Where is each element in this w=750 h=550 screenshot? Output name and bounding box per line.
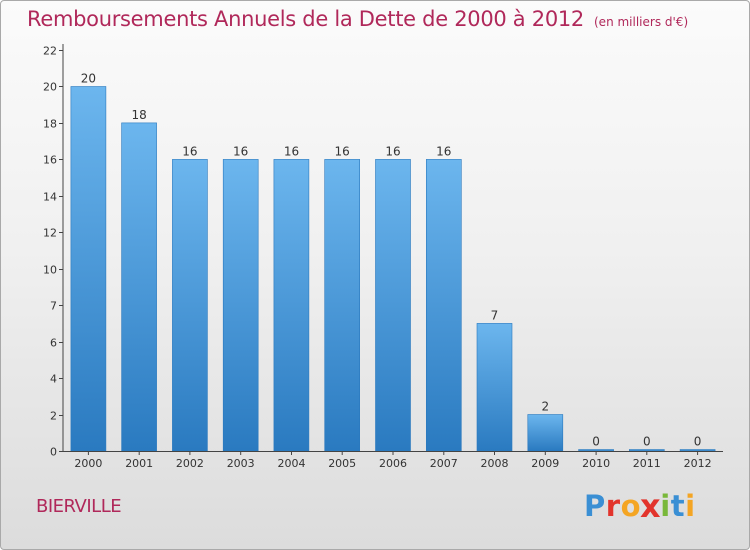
y-tick-label: 0	[50, 446, 57, 459]
y-tick-label: 10	[43, 264, 57, 277]
value-label-2000: 20	[81, 72, 96, 86]
bar-2004	[273, 159, 310, 452]
value-label-2002: 16	[182, 144, 197, 158]
x-tick-label-2003: 2003	[227, 457, 255, 470]
y-tick-label: 12	[43, 227, 57, 240]
value-label-2011: 0	[643, 435, 651, 449]
bar-2003	[222, 159, 259, 452]
y-tick-label: 16	[43, 154, 57, 167]
bar-2002	[172, 159, 208, 452]
y-axis: 0 2 4 6 7 10 12 14 16 18 20 22	[43, 44, 64, 459]
value-label-2012: 0	[694, 435, 702, 449]
value-label-2009: 2	[541, 400, 549, 414]
bar-2010	[578, 449, 614, 452]
x-tick-label-2008: 2008	[481, 457, 509, 470]
x-tick-label-2007: 2007	[430, 457, 458, 470]
x-axis: 2000 2001 2002 2003 2004 2005 2006 2007 2008 2009…	[63, 451, 723, 470]
value-label-2003: 16	[233, 144, 248, 158]
y-tick-label: 14	[43, 191, 57, 204]
bar-2008	[476, 323, 513, 452]
commune-name: BIERVILLE	[36, 496, 122, 517]
x-tick-label-2000: 2000	[74, 457, 102, 470]
value-label-2001: 18	[132, 108, 147, 122]
chart-unit-label: (en milliers d'€)	[594, 15, 689, 29]
y-tick-label: 22	[43, 45, 57, 58]
value-label-2010: 0	[592, 435, 600, 449]
x-tick-label-2001: 2001	[125, 457, 153, 470]
x-tick-label-2009: 2009	[531, 457, 559, 470]
x-tick-label-2012: 2012	[684, 457, 712, 470]
value-label-2005: 16	[335, 144, 350, 158]
x-tick-label-2011: 2011	[633, 457, 661, 470]
y-tick-label: 4	[50, 373, 57, 386]
bar-2006	[375, 159, 411, 452]
bar-2012	[679, 449, 716, 452]
x-tick-label-2002: 2002	[176, 457, 204, 470]
bar-2005	[324, 159, 361, 452]
y-tick-label: 18	[43, 118, 57, 131]
value-label-2007: 16	[436, 144, 451, 158]
bar-2011	[628, 449, 665, 452]
chart-title: Remboursements Annuels de la Dette de 20…	[27, 7, 688, 31]
x-tick-label-2004: 2004	[278, 457, 306, 470]
y-tick-label: 7	[50, 300, 57, 313]
bar-2000	[70, 86, 107, 452]
value-label-2004: 16	[284, 144, 299, 158]
chart-title-text: Remboursements Annuels de la Dette de 20…	[27, 7, 584, 31]
value-label-2006: 16	[385, 144, 400, 158]
bar-2009	[527, 414, 564, 452]
x-tick-label-2010: 2010	[582, 457, 610, 470]
bar-2001	[121, 122, 157, 452]
proxiti-logo: Proxiti	[584, 487, 696, 525]
y-tick-label: 6	[50, 337, 57, 350]
value-label-2008: 7	[491, 308, 499, 322]
y-tick-label: 20	[43, 81, 57, 94]
y-tick-label: 2	[50, 410, 57, 423]
x-tick-label-2006: 2006	[379, 457, 407, 470]
bar-2007	[425, 159, 462, 452]
x-tick-label-2005: 2005	[328, 457, 356, 470]
